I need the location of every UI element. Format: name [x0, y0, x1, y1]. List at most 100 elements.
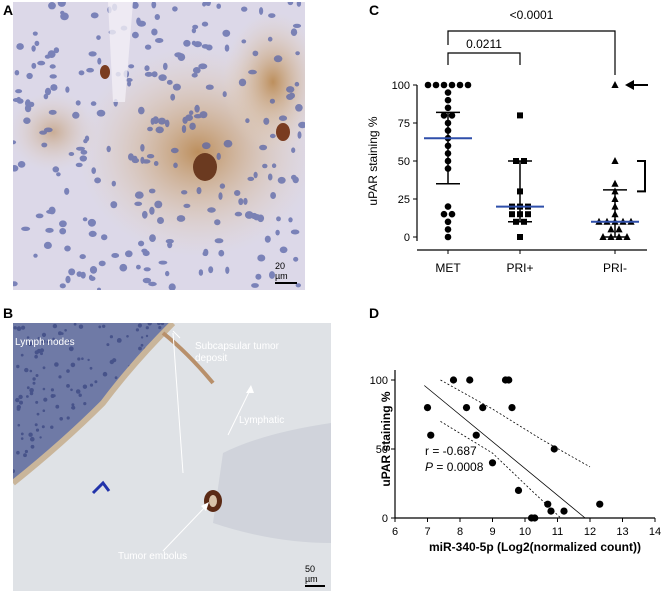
c-point-prineg [611, 157, 619, 164]
d-x-tick-label: 11 [552, 526, 563, 538]
d-ci-upper [440, 379, 591, 468]
c-y-tick-label: 25 [398, 194, 410, 206]
d-y-tick-label: 0 [382, 513, 388, 525]
d-x-tick-label: 6 [392, 526, 398, 538]
d-point [514, 486, 523, 494]
c-point-met [444, 203, 452, 210]
c-point-met [432, 81, 440, 89]
d-point [505, 376, 513, 384]
c-point-met [448, 112, 456, 119]
c-bracket-met-prineg [447, 30, 616, 75]
panel-a-letter: A [3, 2, 14, 18]
c-point-met [448, 81, 456, 89]
scale-bar-b: 50 µm [305, 564, 325, 587]
label-subcapsular-line1: Subcapsular tumor [195, 341, 279, 352]
d-point [472, 431, 480, 439]
scale-label-b: 50 µm [305, 564, 318, 584]
c-point-pripos [525, 211, 531, 218]
c-point-pripos [509, 211, 515, 218]
c-point-met [448, 210, 456, 218]
label-tumor-embolus: Tumor embolus [118, 551, 188, 562]
d-x-tick-label: 10 [519, 526, 531, 538]
d-fit-line [424, 385, 586, 519]
micrograph-b-image [13, 323, 331, 591]
c-point-met [440, 81, 448, 89]
c-point-met [440, 112, 448, 119]
d-x-tick-label: 14 [649, 526, 661, 538]
c-point-prineg [615, 225, 623, 233]
d-y-tick-label: 50 [376, 444, 388, 456]
d-x-tick-label: 8 [457, 526, 463, 538]
d-x-tick-label: 9 [489, 526, 495, 538]
c-point-met [424, 81, 432, 89]
d-point [427, 431, 435, 439]
micrograph-a-image [13, 2, 305, 290]
d-x-axis-label: miR-340-5p (Log2(normalized count)) [429, 540, 641, 554]
d-stat-p-symbol: P [425, 460, 433, 474]
arrow-line-subcapsular [172, 332, 184, 474]
c-bracket-met-pripos [447, 52, 521, 65]
d-stat-p: P = 0.0008 [425, 460, 484, 474]
c-y-tick-label: 50 [398, 156, 410, 168]
c-x-tick-label: PRI+ [506, 261, 533, 275]
d-point [596, 500, 604, 508]
d-x-tick-label: 13 [616, 526, 628, 538]
panel-b-letter: B [3, 305, 14, 321]
d-point [560, 507, 568, 515]
d-point [462, 404, 471, 412]
d-x-tick-label: 12 [584, 526, 596, 538]
c-point-pripos [517, 112, 523, 119]
c-pvalue-met-pripos: 0.0211 [466, 37, 502, 51]
d-point [479, 404, 487, 412]
d-point [544, 500, 552, 508]
d-point [449, 376, 458, 384]
panel-c-letter: C [369, 2, 380, 18]
chart-d: 0 50 100 6 7 8 9 10 11 12 13 14 uPAR staining % miR-3… [370, 370, 661, 554]
c-arrow-head [625, 80, 634, 90]
micrograph-a: 20 µm [13, 2, 305, 290]
label-lymphatic: Lymphatic [239, 415, 285, 426]
c-point-pripos [517, 234, 523, 240]
c-point-met [444, 233, 452, 241]
d-point [547, 507, 555, 515]
c-point-met [444, 89, 452, 96]
arrow-line-embolus [162, 504, 208, 552]
c-point-met [444, 218, 452, 226]
c-point-met [444, 104, 452, 112]
c-y-tick-label: 75 [398, 118, 410, 130]
scale-bar-a: 20 µm [275, 261, 297, 284]
label-subcapsular-deposit: Subcapsular tumor deposit [195, 341, 279, 365]
d-point [531, 514, 539, 522]
chart-c: 0 25 50 75 100 uPAR staining % MET PRI+ PRI- 0.02… [366, 8, 648, 275]
c-point-met [444, 226, 452, 233]
d-stat-p-value: = 0.0008 [433, 460, 484, 474]
c-point-prineg [607, 225, 615, 233]
d-point [466, 376, 474, 384]
d-point [550, 445, 558, 453]
label-subcapsular-line2: deposit [195, 353, 228, 364]
d-point [423, 404, 432, 412]
c-point-prineg [611, 179, 619, 187]
d-point [488, 459, 497, 467]
c-point-met [464, 81, 472, 89]
c-y-axis-label: uPAR staining % [366, 116, 380, 205]
c-point-met [440, 210, 448, 218]
d-y-axis-label: uPAR staining % [379, 391, 393, 486]
c-x-tick-label: MET [435, 261, 461, 275]
c-pvalue-met-prineg: <0.0001 [510, 8, 554, 22]
scale-label-a: 20 µm [275, 261, 288, 281]
c-point-prineg [611, 81, 619, 88]
d-point [508, 404, 516, 412]
c-point-met [444, 96, 452, 104]
panel-d-letter: D [369, 305, 380, 321]
c-side-bracket [637, 160, 646, 193]
label-lymph-nodes: Lymph nodes [15, 337, 75, 348]
c-y-tick-label: 100 [392, 80, 410, 92]
d-x-tick-label: 7 [424, 526, 430, 538]
arrow-line-lymphatic [227, 387, 252, 436]
micrograph-b: Lymph nodes Subcapsular tumor deposit Ly… [13, 323, 331, 591]
c-x-tick-label: PRI- [603, 261, 627, 275]
d-y-tick-label: 100 [370, 375, 388, 387]
c-y-tick-label: 0 [404, 232, 410, 244]
d-stat-r: r = -0.687 [425, 444, 477, 458]
